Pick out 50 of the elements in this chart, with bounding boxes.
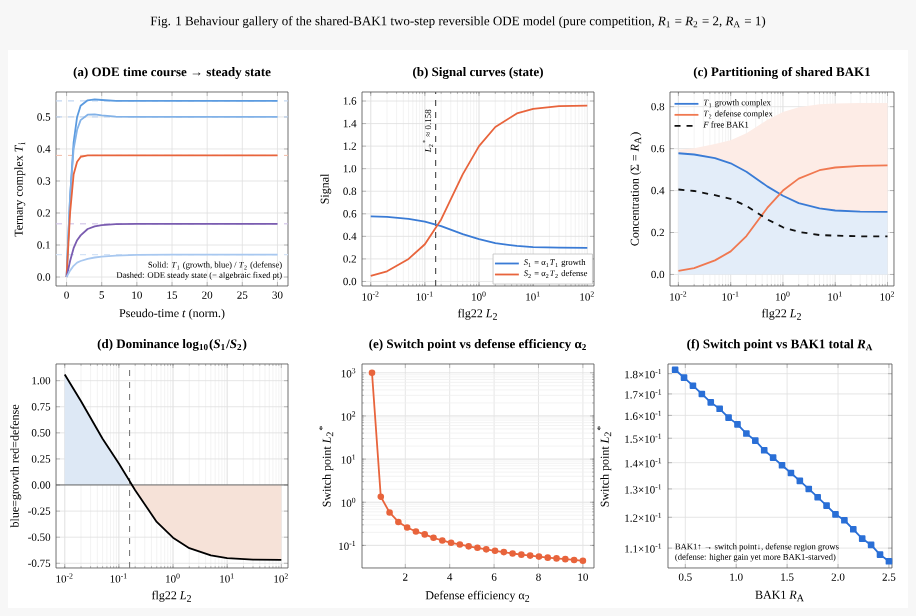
point	[671, 366, 679, 374]
point	[421, 531, 429, 538]
point	[849, 525, 857, 533]
point	[439, 537, 446, 544]
point	[465, 543, 472, 550]
point	[430, 534, 437, 542]
point	[544, 554, 552, 561]
point	[832, 511, 839, 518]
point	[725, 414, 732, 421]
point	[526, 552, 534, 559]
point	[395, 518, 402, 526]
point	[752, 437, 759, 444]
point	[535, 553, 543, 560]
point	[769, 454, 777, 461]
point	[796, 477, 804, 485]
point	[412, 528, 420, 535]
point	[734, 421, 741, 428]
point	[518, 551, 525, 558]
point	[447, 539, 455, 547]
point	[823, 502, 830, 509]
point	[787, 469, 795, 477]
point	[553, 555, 560, 562]
point	[570, 556, 578, 564]
point	[689, 382, 697, 389]
point	[500, 548, 508, 556]
point	[368, 369, 376, 377]
point	[805, 485, 813, 493]
point	[403, 524, 411, 531]
point	[867, 541, 875, 549]
point	[716, 405, 723, 413]
point	[491, 547, 499, 555]
point	[814, 493, 821, 501]
point	[885, 557, 893, 565]
point	[386, 509, 393, 516]
point	[858, 535, 866, 542]
point	[509, 550, 516, 557]
point	[698, 390, 706, 398]
point	[474, 544, 481, 552]
point	[743, 430, 750, 437]
point	[562, 555, 569, 563]
point	[707, 399, 715, 406]
point	[876, 551, 884, 558]
point	[778, 461, 786, 469]
point	[760, 446, 768, 454]
point	[456, 541, 464, 548]
point	[680, 374, 688, 381]
point	[482, 546, 490, 553]
point	[377, 493, 385, 501]
point	[841, 516, 848, 524]
point	[579, 557, 587, 565]
